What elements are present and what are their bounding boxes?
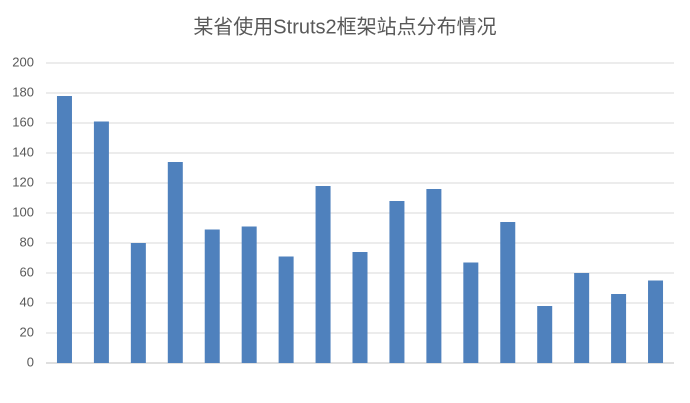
chart-title: 某省使用Struts2框架站点分布情况 xyxy=(193,15,496,38)
bar xyxy=(500,222,516,363)
y-tick-label: 100 xyxy=(12,204,34,219)
y-tick-label: 180 xyxy=(12,84,34,99)
bar xyxy=(278,256,294,363)
bar xyxy=(648,280,664,363)
bar xyxy=(167,162,183,363)
y-tick-label: 0 xyxy=(27,354,34,369)
y-tick-label: 40 xyxy=(20,294,34,309)
bar xyxy=(537,306,553,363)
y-tick-label: 160 xyxy=(12,114,34,129)
y-tick-label: 80 xyxy=(20,234,34,249)
y-tick-label: 120 xyxy=(12,174,34,189)
bar xyxy=(93,121,109,363)
bar xyxy=(574,273,590,363)
bar xyxy=(56,96,72,363)
bar xyxy=(315,186,331,363)
bar xyxy=(426,189,442,363)
bar xyxy=(352,252,368,363)
bar xyxy=(130,243,146,363)
bar xyxy=(204,229,220,363)
y-tick-label: 20 xyxy=(20,324,34,339)
y-tick-label: 140 xyxy=(12,144,34,159)
y-tick-label: 60 xyxy=(20,264,34,279)
bar xyxy=(389,201,405,363)
bar xyxy=(241,226,257,363)
y-tick-label: 200 xyxy=(12,54,34,69)
bar xyxy=(463,262,479,363)
bar xyxy=(611,294,627,363)
